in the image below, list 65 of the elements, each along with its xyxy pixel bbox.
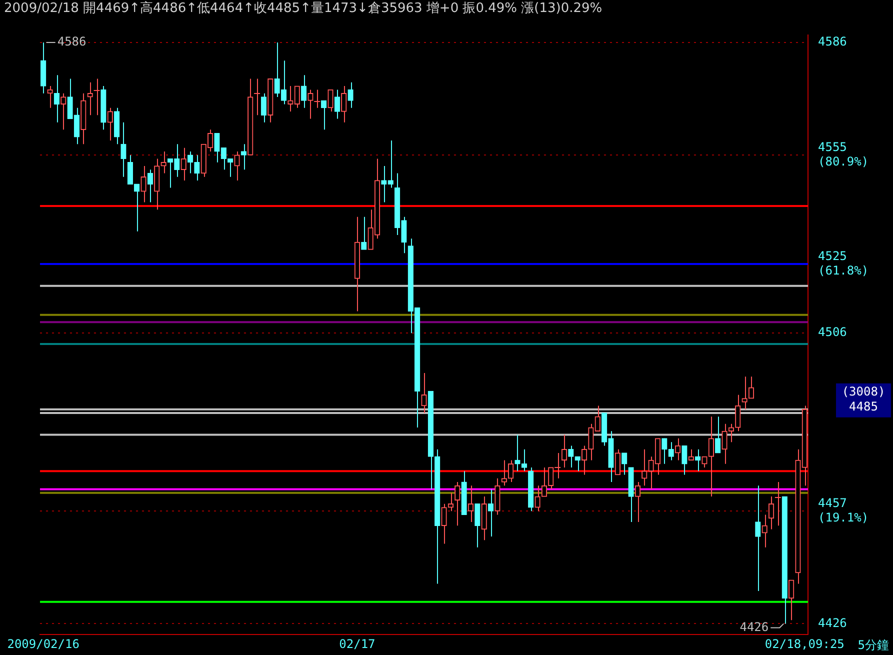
candlestick: [715, 416, 721, 454]
candlestick: [308, 89, 314, 120]
candlestick: [348, 82, 354, 108]
candlestick: [47, 86, 53, 108]
candlestick: [454, 482, 460, 526]
candlestick: [421, 372, 427, 414]
x-tick-label: 2009/02/16: [7, 636, 80, 651]
annotation: 4426: [740, 620, 769, 634]
y-tick-label: 4506: [818, 325, 847, 340]
candlestick: [674, 438, 681, 461]
candlestick: [561, 434, 568, 468]
candlestick: [748, 376, 754, 399]
candlestick: [341, 86, 347, 123]
candlestick: [441, 503, 447, 544]
candlestick: [93, 78, 100, 116]
candlestick: [140, 165, 146, 203]
candlestick: [682, 445, 688, 476]
candlestick: [488, 488, 494, 538]
candlestick: [755, 485, 761, 592]
candlestick: [234, 150, 240, 182]
candlestick: [774, 482, 782, 526]
x-tick-label: 02/17: [339, 636, 376, 651]
candlestick: [768, 496, 774, 530]
y-tick-label: 4426: [818, 616, 847, 630]
y-tick-label: 4457 (19.1%): [818, 496, 869, 524]
candlestick: [788, 580, 794, 621]
candlestick: [87, 82, 93, 116]
candlestick: [328, 89, 334, 112]
chart-title: 2009/02/18 開4469↑高4486↑低4464↑收4485↑量1473↓倉35963 增+0 振0.49% 漲(13)0.29%: [3, 0, 604, 18]
candlestick: [254, 78, 261, 116]
candlestick: [160, 150, 166, 174]
candlestick: [334, 89, 340, 120]
y-tick-label: 4525 (61.8%): [818, 248, 869, 278]
candlestick: [474, 503, 480, 548]
candlestick: [60, 92, 66, 130]
candlestick: [361, 216, 367, 250]
candlestick: [127, 154, 133, 185]
candlestick: [468, 485, 474, 522]
annotation: 4586: [57, 34, 86, 49]
y-tick-label: 4586: [818, 34, 847, 49]
candlestick: [448, 492, 454, 512]
candlestick: [314, 89, 321, 108]
candlestick: [708, 416, 714, 498]
candlestick: [735, 394, 741, 432]
candlestick: [120, 122, 126, 178]
candlestick: [147, 169, 154, 203]
text: (3008) 4485: [842, 384, 886, 414]
candlestick: [622, 452, 628, 476]
candlestick: [534, 485, 540, 512]
candlestick: [634, 482, 641, 522]
candlestick: [300, 74, 307, 108]
candlestick: [702, 456, 708, 468]
candlestick: [742, 376, 748, 410]
candlestick: [54, 74, 60, 123]
candlestick: [240, 144, 247, 170]
candlestick: [180, 147, 186, 182]
candlestick: [568, 445, 574, 468]
text: 5分鐘: [858, 638, 889, 652]
candlestick: [501, 460, 507, 486]
candlestick: [508, 460, 514, 483]
candlestick: [260, 92, 267, 123]
x-tick-label: 02/18,09:25: [764, 636, 844, 651]
candlestick: [107, 107, 113, 142]
candlestick: [614, 448, 620, 476]
y-tick-label: 4555 (80.9%): [818, 140, 869, 168]
